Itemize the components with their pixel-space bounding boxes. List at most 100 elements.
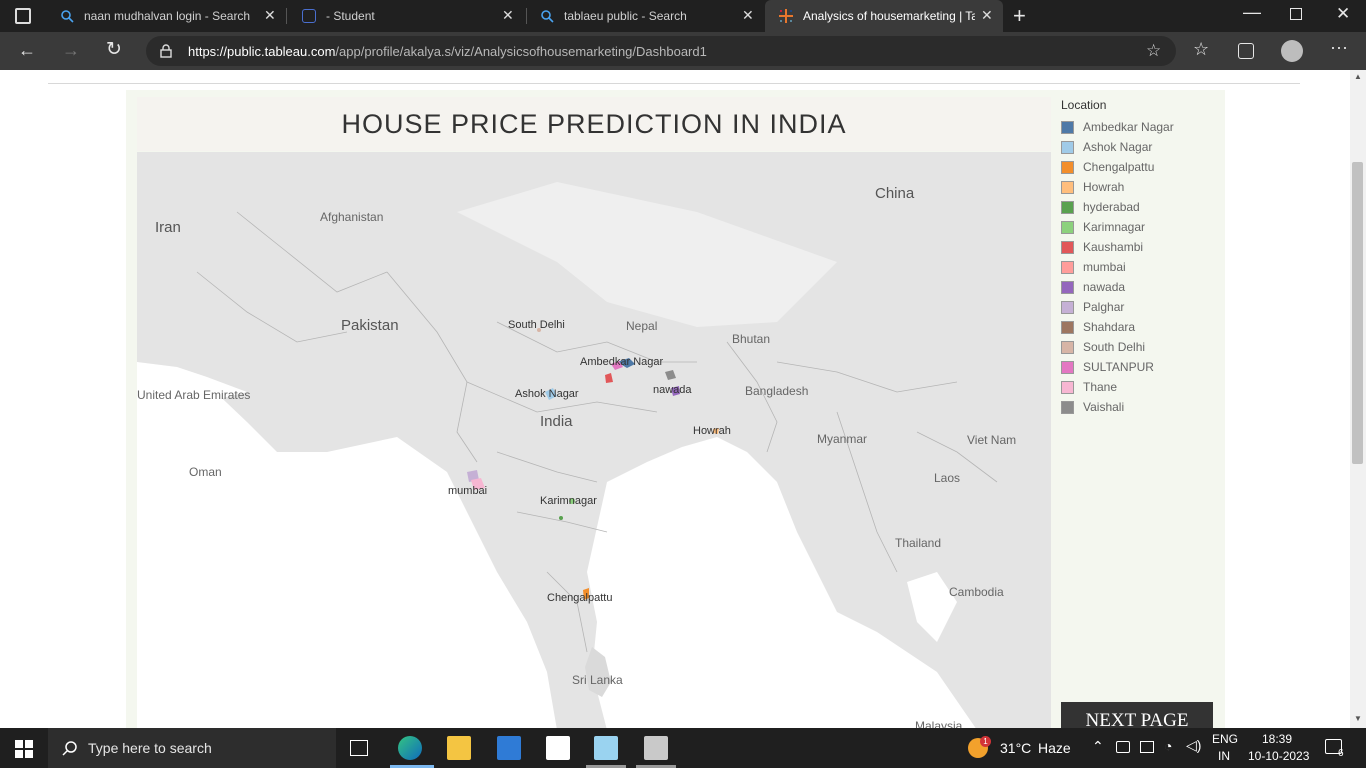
- microsoft-store-icon[interactable]: [497, 736, 521, 760]
- tab-student[interactable]: - Student ✕: [288, 0, 526, 32]
- tibet-shape: [457, 182, 837, 327]
- weather-temperature[interactable]: 31°C: [1000, 740, 1032, 756]
- tab-search-tableau[interactable]: tablaeu public - Search ✕: [526, 0, 764, 32]
- legend-item[interactable]: hyderabad: [1061, 198, 1221, 218]
- country-label-bangladesh: Bangladesh: [745, 384, 809, 398]
- location-legend: Location Ambedkar Nagar Ashok Nagar Chenga…: [1061, 98, 1221, 418]
- legend-swatch: [1061, 321, 1074, 334]
- arabian-sea: [137, 362, 557, 728]
- profile-avatar-icon[interactable]: [1281, 40, 1303, 62]
- legend-item[interactable]: Karimnagar: [1061, 218, 1221, 238]
- legend-item[interactable]: Palghar: [1061, 298, 1221, 318]
- page-icon: [302, 9, 316, 23]
- india-map[interactable]: Iran Afghanistan Pakistan United Arab Em…: [137, 152, 1051, 728]
- scrollbar-thumb[interactable]: [1352, 162, 1363, 464]
- minimize-icon[interactable]: —: [1243, 2, 1261, 22]
- clock-date[interactable]: 10-10-2023: [1248, 749, 1310, 763]
- tableau-dashboard: HOUSE PRICE PREDICTION IN INDIA: [126, 90, 1225, 728]
- back-arrow-icon[interactable]: ←: [18, 40, 36, 60]
- forward-arrow-icon[interactable]: →: [62, 40, 80, 60]
- legend-label: Howrah: [1083, 180, 1125, 194]
- file-explorer-icon[interactable]: [447, 736, 471, 760]
- clock-time[interactable]: 18:39: [1262, 732, 1293, 746]
- gulf-of-oman: [137, 362, 247, 412]
- marker-chengalpattu[interactable]: [583, 588, 589, 600]
- legend-item[interactable]: nawada: [1061, 278, 1221, 298]
- marker-hyderabad[interactable]: [559, 516, 563, 520]
- legend-item[interactable]: Ashok Nagar: [1061, 138, 1221, 158]
- network-status-icon[interactable]: [1140, 741, 1154, 753]
- scroll-down-icon[interactable]: ▼: [1354, 714, 1362, 723]
- more-options-icon[interactable]: ···: [1330, 37, 1348, 57]
- legend-swatch: [1061, 121, 1074, 134]
- input-language[interactable]: ENG: [1212, 732, 1239, 746]
- place-label-ashok-nagar: Ashok Nagar: [515, 388, 579, 400]
- legend-swatch: [1061, 361, 1074, 374]
- tab-actions-icon[interactable]: [15, 8, 31, 24]
- marker-sultanpur[interactable]: [611, 361, 623, 370]
- close-tab-icon[interactable]: ✕: [264, 7, 276, 23]
- address-bar[interactable]: https://public.tableau.com/app/profile/a…: [146, 36, 1176, 66]
- notifications-icon[interactable]: [1325, 739, 1342, 754]
- legend-item[interactable]: Vaishali: [1061, 398, 1221, 418]
- legend-item[interactable]: Chengalpattu: [1061, 158, 1221, 178]
- add-favorite-icon[interactable]: ☆: [1146, 41, 1162, 60]
- task-view-icon[interactable]: [350, 740, 368, 756]
- legend-item[interactable]: Howrah: [1061, 178, 1221, 198]
- marker-thane[interactable]: [471, 478, 485, 490]
- collections-icon[interactable]: [1238, 43, 1254, 59]
- restore-icon[interactable]: [1290, 8, 1302, 20]
- close-window-icon[interactable]: ✕: [1336, 4, 1351, 23]
- volume-icon[interactable]: ◁): [1186, 737, 1202, 753]
- snipping-tool-icon[interactable]: [594, 736, 618, 760]
- tab-title: - Student: [326, 9, 375, 23]
- tab-divider: [286, 8, 287, 24]
- windows-start-icon[interactable]: [15, 740, 33, 758]
- input-region[interactable]: IN: [1218, 749, 1230, 763]
- weather-description[interactable]: Haze: [1038, 740, 1071, 756]
- country-label-oman: Oman: [189, 465, 222, 479]
- new-tab-button[interactable]: +: [1013, 3, 1026, 28]
- tab-tableau-dashboard[interactable]: Analysics of housemarketing | Ta ✕: [765, 0, 1003, 32]
- close-tab-icon[interactable]: ✕: [742, 7, 754, 23]
- marker-ambedkar-nagar[interactable]: [617, 358, 635, 368]
- legend-item[interactable]: mumbai: [1061, 258, 1221, 278]
- edge-browser-icon[interactable]: [398, 736, 422, 760]
- close-tab-icon[interactable]: ✕: [502, 7, 514, 23]
- taskbar-search-box[interactable]: Type here to search: [48, 728, 336, 768]
- dashboard-title: HOUSE PRICE PREDICTION IN INDIA: [341, 109, 847, 139]
- photos-icon[interactable]: [644, 736, 668, 760]
- marker-karimnagar[interactable]: [569, 498, 575, 504]
- legend-swatch: [1061, 341, 1074, 354]
- mail-icon[interactable]: [546, 736, 570, 760]
- marker-south-delhi[interactable]: [537, 328, 541, 332]
- legend-item[interactable]: South Delhi: [1061, 338, 1221, 358]
- wifi-icon[interactable]: ◔: [1164, 738, 1173, 754]
- legend-item[interactable]: Shahdara: [1061, 318, 1221, 338]
- legend-item[interactable]: SULTANPUR: [1061, 358, 1221, 378]
- favorites-icon[interactable]: ☆: [1193, 39, 1210, 59]
- legend-label: Thane: [1083, 380, 1118, 394]
- country-label-thailand: Thailand: [895, 536, 942, 550]
- marker-vaishali[interactable]: [665, 370, 676, 380]
- scroll-up-icon[interactable]: ▲: [1354, 72, 1362, 81]
- legend-label: mumbai: [1083, 260, 1126, 274]
- legend-item[interactable]: Ambedkar Nagar: [1061, 118, 1221, 138]
- tab-search-naan-mudhalvan[interactable]: naan mudhalvan login - Search ✕: [46, 0, 284, 32]
- show-hidden-icons-icon[interactable]: ⌃: [1092, 738, 1104, 754]
- map-background: [137, 152, 1051, 728]
- active-app-underline: [390, 765, 434, 768]
- next-page-button[interactable]: NEXT PAGE: [1061, 702, 1213, 728]
- marker-kaushambi[interactable]: [605, 373, 613, 383]
- refresh-icon[interactable]: ↻: [106, 39, 122, 60]
- legend-item[interactable]: Kaushambi: [1061, 238, 1221, 258]
- country-label-cambodia: Cambodia: [949, 585, 1004, 599]
- marker-nawada[interactable]: [671, 386, 680, 396]
- country-label-malaysia: Malaysia: [915, 719, 963, 728]
- notification-count: 6: [1338, 748, 1344, 759]
- marker-howrah[interactable]: [713, 428, 719, 434]
- legend-item[interactable]: Thane: [1061, 378, 1221, 398]
- marker-ashok-nagar[interactable]: [545, 388, 557, 400]
- meet-now-icon[interactable]: [1116, 741, 1130, 753]
- close-tab-icon[interactable]: ✕: [981, 7, 993, 23]
